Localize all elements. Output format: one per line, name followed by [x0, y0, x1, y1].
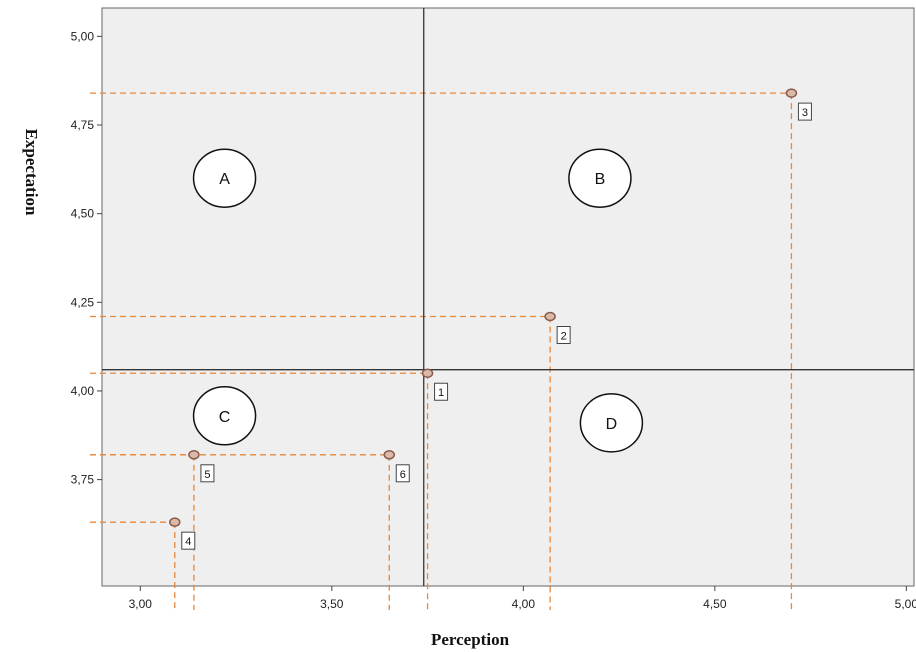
- x-axis: 3,00 3,50 4,00 4,50 5,00: [129, 586, 916, 611]
- y-tick-label: 3,75: [71, 473, 95, 487]
- point-label: 2: [561, 331, 567, 343]
- y-tick-label: 4,25: [71, 295, 95, 309]
- guide-lines: [90, 92, 793, 610]
- data-point: [785, 88, 798, 98]
- x-tick-label: 4,00: [512, 597, 536, 611]
- data-point: [169, 517, 181, 527]
- point-label-box: [395, 464, 410, 483]
- point-label: 5: [204, 469, 210, 481]
- x-tick-label: 3,50: [320, 597, 344, 611]
- quadrant-label: D: [606, 416, 618, 433]
- point-label-box: [556, 326, 571, 345]
- point-label-box: [181, 531, 196, 550]
- data-point: [421, 368, 434, 378]
- point-label: 4: [185, 536, 191, 548]
- x-tick-label: 3,00: [129, 597, 153, 611]
- y-axis: 3,75 4,00 4,25 4,50 4,75 5,00: [71, 29, 102, 487]
- point-label-box: [434, 382, 449, 401]
- reference-lines: [102, 8, 914, 586]
- quadrant-circle: [192, 386, 257, 446]
- quadrant-labels: A B C D: [192, 148, 644, 453]
- point-label: 3: [802, 107, 808, 119]
- data-point: [544, 311, 556, 322]
- quadrant-circle: [192, 148, 257, 208]
- data-point: [188, 450, 200, 460]
- x-tick-label: 4,50: [703, 597, 727, 611]
- y-tick-label: 5,00: [71, 29, 95, 43]
- point-label: 6: [400, 469, 406, 481]
- quadrant-label: C: [219, 409, 231, 426]
- quadrant-circle: [579, 393, 644, 453]
- y-axis-title: Expectation: [22, 129, 41, 216]
- x-tick-label: 5,00: [895, 597, 916, 611]
- quadrant-label: B: [595, 171, 606, 188]
- y-tick-label: 4,75: [71, 118, 95, 132]
- y-tick-label: 4,50: [71, 207, 95, 221]
- point-label-box: [797, 102, 812, 121]
- data-point: [383, 450, 396, 460]
- data-points: 1 2 3 4 5 6: [169, 88, 812, 550]
- plot-area: [101, 7, 915, 587]
- y-tick-label: 4,00: [71, 384, 95, 398]
- point-label: 1: [438, 387, 444, 399]
- point-label-box: [200, 464, 215, 483]
- quadrant-label: A: [219, 171, 230, 188]
- quadrant-circle: [568, 148, 632, 208]
- x-axis-title: Perception: [431, 630, 510, 649]
